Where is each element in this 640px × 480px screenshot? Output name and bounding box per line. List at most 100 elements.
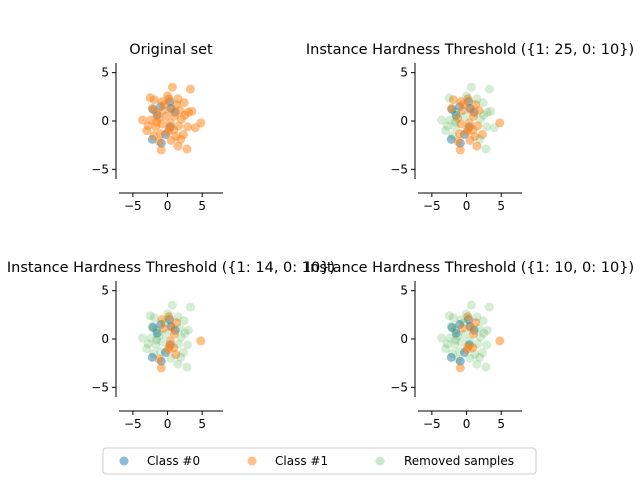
scatter-point [147, 321, 157, 331]
scatter-point [466, 300, 476, 310]
scatter-point [169, 343, 179, 353]
subplot-original-set: Original set −5 0 5 −5 0 5 [91, 42, 223, 213]
scatter-point [446, 352, 456, 362]
scatter-point [472, 312, 482, 322]
scatter-point [474, 323, 484, 333]
scatter-point [151, 117, 161, 127]
scatter-point [164, 312, 174, 322]
scatter-point [482, 325, 492, 335]
y-tick-label: 0 [101, 114, 109, 128]
scatter-point [156, 347, 166, 357]
scatter-points [437, 82, 505, 155]
scatter-point [176, 352, 186, 362]
scatter-point [450, 335, 460, 345]
x-tick-label: 5 [198, 417, 206, 431]
scatter-point [172, 100, 182, 110]
scatter-point [473, 339, 483, 349]
scatter-point [167, 82, 177, 92]
scatter-point [169, 329, 179, 339]
scatter-point [475, 114, 485, 124]
scatter-point [468, 329, 478, 339]
scatter-point [182, 362, 192, 372]
subplot-iht-10: Instance Hardness Threshold ({1: 10, 0: … [306, 260, 634, 431]
scatter-point [180, 328, 190, 338]
scatter-point [472, 359, 482, 369]
scatter-point [459, 100, 469, 110]
scatter-point [161, 111, 171, 121]
scatter-point [183, 325, 193, 335]
axes: −5 0 5 −5 0 5 [390, 63, 522, 213]
scatter-point [455, 129, 465, 139]
scatter-point [448, 349, 458, 358]
subplot-title: Original set [129, 42, 213, 58]
scatter-point [460, 329, 470, 339]
scatter-point [158, 323, 168, 333]
scatter-point [157, 315, 167, 325]
axes: −5 0 5 −5 0 5 [390, 281, 522, 431]
scatter-points [138, 300, 206, 373]
subplot-iht-25: Instance Hardness Threshold ({1: 25, 0: … [306, 42, 634, 213]
scatter-point [149, 131, 159, 140]
scatter-point [156, 363, 166, 373]
scatter-point [479, 328, 489, 338]
scatter-point [475, 332, 485, 342]
scatter-point [166, 353, 176, 363]
scatter-point [481, 144, 491, 154]
scatter-point [455, 356, 465, 366]
x-tick-label: −5 [423, 199, 441, 213]
scatter-point [453, 331, 463, 341]
scatter-point [464, 336, 474, 346]
scatter-point [465, 353, 475, 363]
y-tick-label: 5 [400, 284, 408, 298]
legend-label-class-1: Class #1 [275, 454, 328, 468]
scatter-point [442, 121, 452, 131]
scatter-point [471, 100, 481, 110]
legend-marker-class-0 [119, 456, 129, 466]
scatter-point [482, 340, 492, 350]
scatter-point [456, 315, 466, 325]
scatter-point [495, 336, 505, 346]
scatter-point [160, 318, 170, 328]
scatter-point [446, 103, 456, 113]
subplot-title: Instance Hardness Threshold ({1: 10, 0: … [306, 260, 634, 276]
scatter-point [173, 141, 183, 151]
scatter-point [453, 136, 463, 146]
scatter-point [446, 321, 456, 331]
scatter-point [460, 111, 470, 121]
scatter-point [174, 339, 184, 349]
scatter-point [451, 328, 461, 338]
scatter-point [462, 91, 472, 101]
scatter-point [482, 107, 492, 117]
y-tick-label: 5 [400, 66, 408, 80]
scatter-point [183, 122, 193, 132]
scatter-point [478, 316, 488, 326]
scatter-point [470, 349, 480, 359]
y-tick-label: −5 [91, 162, 109, 176]
scatter-point [183, 340, 193, 350]
scatter-point [468, 343, 478, 353]
scatter-point [154, 136, 164, 146]
scatter-point [176, 134, 186, 144]
scatter-point [450, 325, 460, 335]
scatter-point [456, 337, 466, 347]
scatter-point [151, 340, 161, 350]
scatter-point [166, 135, 176, 145]
scatter-point [152, 328, 162, 338]
scatter-point [151, 335, 161, 345]
scatter-point [147, 352, 157, 362]
scatter-point [478, 98, 488, 108]
scatter-point [450, 107, 460, 117]
y-tick-label: −5 [91, 380, 109, 394]
legend: Class #0 Class #1 Removed samples [102, 447, 537, 475]
x-tick-label: −5 [124, 199, 142, 213]
scatter-point [185, 302, 195, 312]
scatter-point [484, 302, 494, 312]
scatter-point [143, 121, 153, 131]
scatter-point [471, 318, 481, 328]
scatter-point [475, 134, 485, 144]
scatter-point [475, 352, 485, 362]
scatter-point [482, 122, 492, 132]
scatter-point [450, 117, 460, 127]
